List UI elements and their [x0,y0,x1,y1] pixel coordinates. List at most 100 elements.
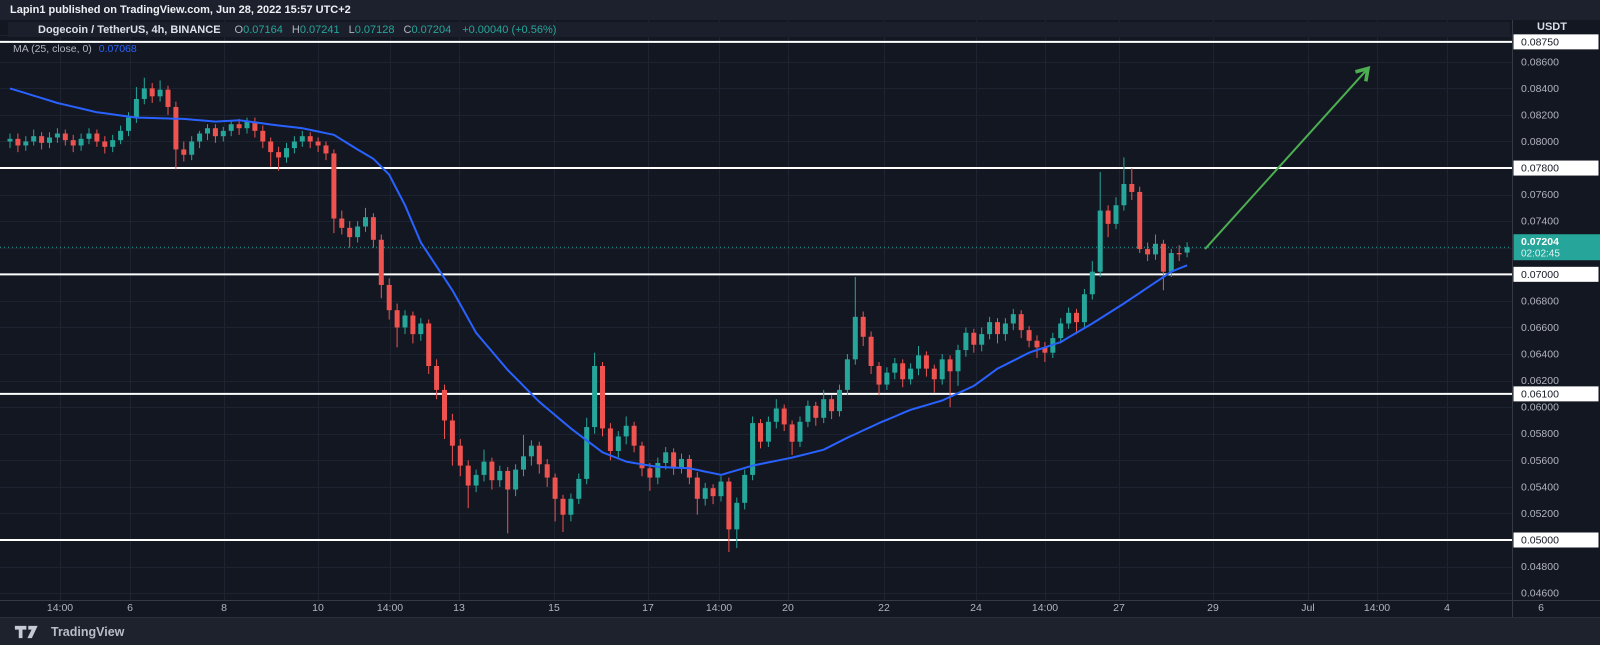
candle-down [1026,326,1032,348]
footer-brand-text[interactable]: TradingView [51,624,125,639]
candle-body [370,217,376,240]
candle-body [465,465,471,486]
candle-body [260,130,266,142]
ohlc-item: O0.07164 [234,23,283,36]
candle-up [1089,261,1095,300]
time-axis[interactable]: 14:00 6 8 10 14:00 13 15 17 14:00 20 22 24 14:00 27 29… [47,602,1544,614]
candle-up [86,128,92,145]
candle-down [465,460,471,509]
candle-body [284,148,289,158]
candle-body [773,408,779,422]
tradingview-logo-icon[interactable] [14,624,44,640]
candle-body [750,423,756,475]
candle-body [402,315,408,328]
candle-body [584,427,590,479]
candle-body [789,424,795,442]
candle-up [141,77,147,105]
price-axis[interactable]: 0.08600 0.08400 0.08200 0.08000 0.07600 0.074… [1513,34,1600,600]
candle-down [386,278,392,320]
candle-down [70,134,76,153]
candle-body [639,445,645,469]
candle-body [23,141,29,146]
candle-down [181,141,187,162]
candle-body [1002,323,1008,335]
price-tick-label: 0.08200 [1521,109,1559,121]
candle-body [536,445,542,465]
candle-down [252,117,258,138]
candle-body [1145,249,1151,255]
candle-body [102,141,108,147]
candle-down [829,395,835,420]
candle-body [173,106,179,150]
candle-body [829,399,835,412]
candles-layer[interactable] [7,77,1190,552]
candle-up [363,207,368,232]
candle-body [307,136,313,142]
candle-up [54,128,60,143]
change-text: +0.00040 (+0.56%) [462,23,557,36]
candle-up [402,310,408,335]
ma-label[interactable]: MA (25, close, 0) [13,43,92,55]
candle-down [165,85,171,115]
candle-body [1010,314,1016,324]
candle-body [1074,312,1079,323]
candle-body [228,124,234,131]
candle-body [552,477,558,499]
candle-up [23,136,29,151]
candle-body [15,138,21,146]
candle-body [947,359,953,372]
trend-arrow[interactable] [1204,65,1371,250]
candle-down [552,473,558,522]
candle-down [781,404,787,432]
time-tick-label: 17 [642,602,654,614]
candle-down [607,423,613,461]
price-tick-label: 0.07600 [1521,189,1559,201]
candle-body [647,468,653,478]
candle-up [197,130,203,149]
candle-body [726,481,732,530]
candle-down [860,311,866,347]
price-tick-label: 0.06000 [1521,402,1559,414]
candle-body [1113,205,1119,224]
candle-body [1129,183,1135,192]
time-tick-label: 27 [1113,602,1125,614]
candle-down [307,132,313,149]
candle-up [284,142,289,163]
candle-up [987,316,993,340]
candle-down [442,384,447,440]
candle-up [718,476,724,502]
candle-down [813,401,819,426]
candle-down [694,472,700,515]
candle-down [426,319,432,374]
candle-body [1160,243,1166,272]
candle-body [971,332,977,345]
candle-body [813,405,819,418]
candle-down [39,132,45,150]
candle-down [378,234,384,299]
level-price-badge: 0.07800 [1513,160,1599,176]
candle-body [70,140,76,146]
symbol-title[interactable]: Dogecoin / TetherUS, 4h, BINANCE [38,23,221,36]
candle-body [236,124,242,129]
candle-down [900,359,906,388]
candle-body [110,140,116,147]
symbol-legend: Dogecoin / TetherUS, 4h, BINANCE O0.0716… [8,22,1510,37]
candle-body [544,464,550,478]
candle-body [47,137,52,143]
candle-body [1105,210,1111,224]
candle-body [31,136,37,142]
price-tick-label: 0.04800 [1521,561,1559,573]
candle-body [181,149,187,155]
candle-down [1160,239,1166,291]
candle-up [521,435,526,477]
candle-down [995,318,1000,344]
candle-up [844,354,850,396]
candle-body [189,141,195,155]
svg-text:0.05000: 0.05000 [1521,535,1559,547]
candle-body [426,323,432,366]
candle-up [418,318,424,341]
candle-body [876,365,882,385]
candle-up [78,133,84,151]
